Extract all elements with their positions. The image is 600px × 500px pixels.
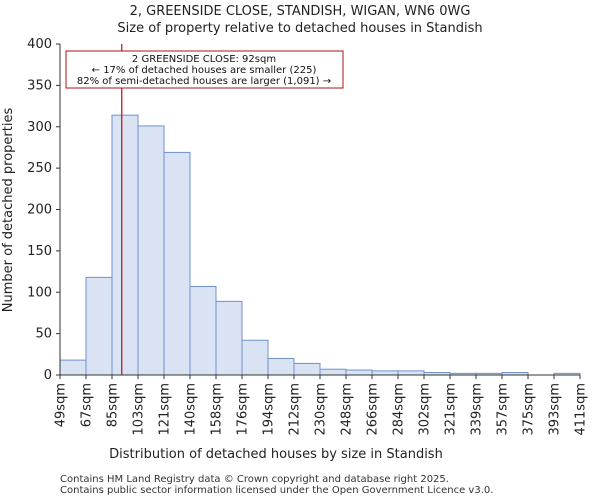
y-tick-label-0: 0 xyxy=(44,368,52,383)
y-tick-label-50: 50 xyxy=(35,327,52,342)
bar-248sqm xyxy=(345,369,373,376)
x-tick-label-140sqm: 140sqm xyxy=(184,383,199,436)
bar-158sqm xyxy=(215,300,243,376)
bar-194sqm xyxy=(267,357,295,376)
y-tick-label-100: 100 xyxy=(27,285,52,300)
x-tick-label-194sqm: 194sqm xyxy=(262,383,277,436)
x-tick-label-212sqm: 212sqm xyxy=(288,383,303,436)
x-tick-label-67sqm: 67sqm xyxy=(80,383,95,427)
x-tick-label-248sqm: 248sqm xyxy=(340,383,355,436)
footer-line2: Contains public sector information licen… xyxy=(60,485,494,496)
annotation-line2: ← 17% of detached houses are smaller (22… xyxy=(92,65,317,76)
bar-140sqm xyxy=(189,285,217,376)
x-tick-label-230sqm: 230sqm xyxy=(314,383,329,436)
annotation-box: 2 GREENSIDE CLOSE: 92sqm ← 17% of detach… xyxy=(65,50,344,89)
annotation-line1: 2 GREENSIDE CLOSE: 92sqm xyxy=(132,54,276,65)
x-tick-label-302sqm: 302sqm xyxy=(418,383,433,436)
x-tick-label-49sqm: 49sqm xyxy=(54,383,69,427)
bar-85sqm xyxy=(111,114,139,376)
x-tick-label-284sqm: 284sqm xyxy=(392,383,407,436)
x-tick-label-85sqm: 85sqm xyxy=(106,383,121,427)
y-tick-label-200: 200 xyxy=(27,203,52,218)
footer-line1: Contains HM Land Registry data © Crown c… xyxy=(60,474,449,485)
x-tick-label-121sqm: 121sqm xyxy=(158,383,173,436)
bar-284sqm xyxy=(397,370,425,376)
x-tick-label-158sqm: 158sqm xyxy=(210,383,225,436)
bar-121sqm xyxy=(163,151,191,376)
bar-67sqm xyxy=(85,276,113,376)
bar-49sqm xyxy=(59,359,87,376)
bar-212sqm xyxy=(293,362,321,376)
bar-103sqm xyxy=(137,125,165,376)
x-tick-label-411sqm: 411sqm xyxy=(574,383,589,436)
bar-266sqm xyxy=(371,370,399,376)
y-tick-label-150: 150 xyxy=(27,244,52,259)
annotation-line3: 82% of semi-detached houses are larger (… xyxy=(77,76,331,87)
y-tick-label-350: 350 xyxy=(27,78,52,93)
annotation-frame xyxy=(65,50,344,89)
x-axis-label: Distribution of detached houses by size … xyxy=(109,447,443,462)
y-tick-label-250: 250 xyxy=(27,161,52,176)
x-tick-label-375sqm: 375sqm xyxy=(522,383,537,436)
y-tick-label-400: 400 xyxy=(27,37,52,52)
y-tick-label-300: 300 xyxy=(27,120,52,135)
x-tick-label-176sqm: 176sqm xyxy=(236,383,251,436)
chart-title-line2: Size of property relative to detached ho… xyxy=(117,21,482,36)
x-tick-label-393sqm: 393sqm xyxy=(548,383,563,436)
x-tick-label-339sqm: 339sqm xyxy=(470,383,485,436)
x-tick-label-321sqm: 321sqm xyxy=(444,383,459,436)
x-tick-label-357sqm: 357sqm xyxy=(496,383,511,436)
y-axis-label: Number of detached properties xyxy=(1,108,16,313)
chart-title-line1: 2, GREENSIDE CLOSE, STANDISH, WIGAN, WN6… xyxy=(130,4,471,19)
bar-176sqm xyxy=(241,339,269,376)
x-tick-label-103sqm: 103sqm xyxy=(132,383,147,436)
x-tick-label-266sqm: 266sqm xyxy=(366,383,381,436)
bar-230sqm xyxy=(319,368,347,376)
